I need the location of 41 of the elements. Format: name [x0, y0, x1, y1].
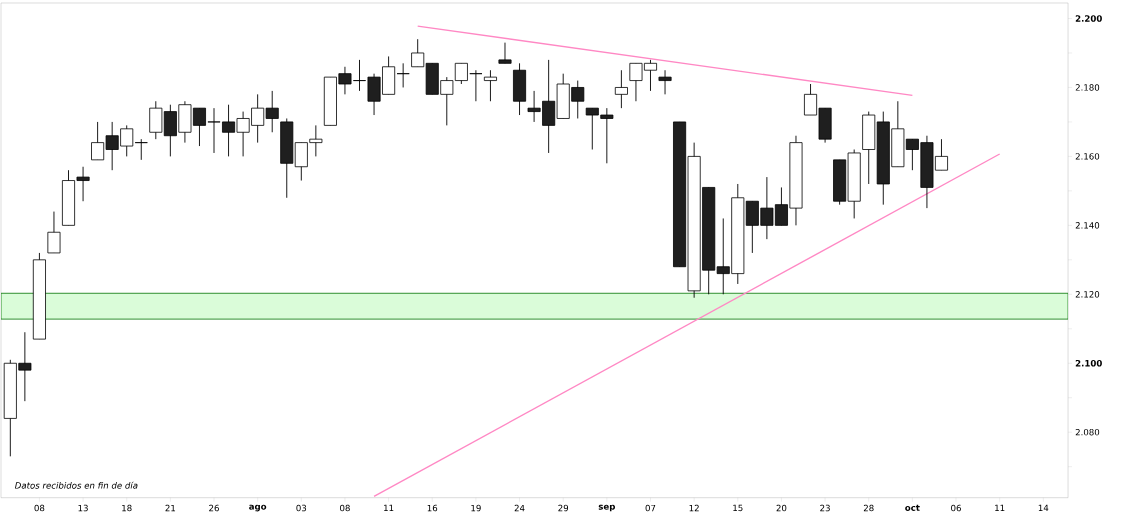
candlestick [207, 107, 221, 154]
x-tick-label: 03 [296, 504, 307, 512]
x-tick-label: oct [905, 504, 920, 511]
candlestick [469, 69, 483, 102]
y-tick-label: 2.200 [1075, 15, 1102, 22]
x-tick-label: 19 [471, 504, 481, 512]
x-tick-label: 23 [820, 504, 830, 512]
candlestick [134, 138, 148, 161]
candlestick [658, 69, 672, 95]
x-tick-label: 08 [340, 504, 350, 512]
candlestick [396, 62, 410, 88]
x-tick-label: 07 [645, 504, 656, 512]
x-tick-label: 11 [995, 504, 1005, 512]
x-tick-label: sep [598, 504, 616, 512]
x-tick-label: 12 [689, 504, 699, 512]
x-tick-label: 18 [122, 504, 132, 512]
x-tick-label: 15 [733, 504, 743, 512]
x-tick-label: 13 [78, 504, 88, 512]
x-tick-label: 21 [165, 504, 176, 512]
x-tick-label: 28 [863, 504, 874, 512]
y-tick-label: 2.160 [1075, 153, 1100, 160]
x-tick-label: 20 [776, 504, 787, 512]
x-tick-label: 29 [558, 504, 569, 512]
x-tick-label: 16 [427, 504, 438, 512]
x-tick-label: ago [249, 504, 267, 512]
candlestick [47, 211, 61, 254]
x-tick-label: 24 [514, 504, 525, 512]
x-tick-label: 14 [1038, 504, 1049, 512]
candlestick [614, 69, 628, 109]
annotation: Datos recibidos en fin de día [14, 481, 138, 489]
candlestick [483, 69, 497, 102]
y-tick-label: 2.100 [1075, 360, 1102, 367]
candlestick [498, 42, 512, 64]
y-tick-label: 2.180 [1075, 84, 1100, 91]
y-tick-label: 2.080 [1075, 428, 1100, 436]
y-tick-label: 2.140 [1075, 222, 1100, 229]
x-tick-label: 11 [384, 504, 394, 512]
y-tick-label: 2.120 [1075, 291, 1100, 298]
x-tick-label: 08 [34, 504, 45, 512]
x-tick-label: 26 [209, 504, 219, 512]
x-tick-label: 06 [951, 504, 961, 512]
